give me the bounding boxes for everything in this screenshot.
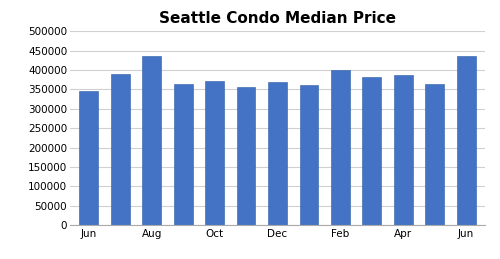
Bar — [111, 74, 130, 225]
Bar — [300, 85, 318, 225]
Bar — [236, 87, 256, 225]
Bar — [268, 82, 287, 225]
Bar — [362, 77, 382, 225]
Bar — [142, 55, 161, 225]
Bar — [174, 84, 193, 225]
Title: Seattle Condo Median Price: Seattle Condo Median Price — [159, 11, 396, 26]
Bar — [331, 70, 350, 225]
Bar — [426, 84, 444, 225]
Bar — [80, 91, 98, 225]
Bar — [456, 55, 475, 225]
Bar — [394, 75, 412, 225]
Bar — [205, 81, 224, 225]
